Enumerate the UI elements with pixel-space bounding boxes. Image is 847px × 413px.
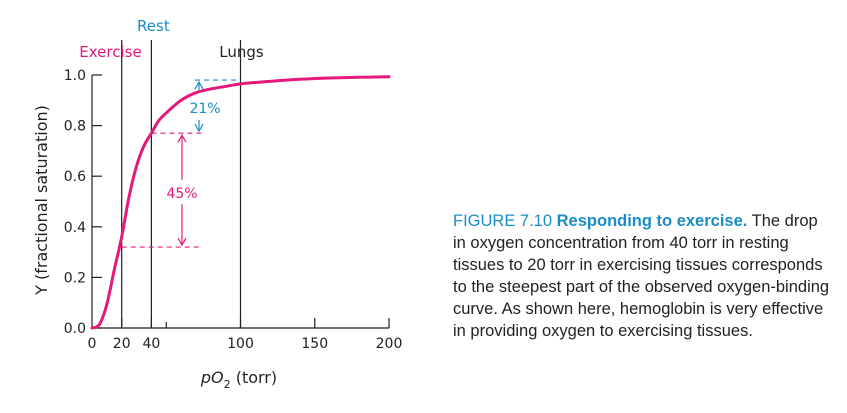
oxygen-binding-chart: 0.0 0.2 0.4 0.6 0.8 1.0 0 20 40 100 150 200 Exercis…	[32, 17, 403, 391]
y-tick-label: 0.4	[64, 220, 86, 236]
x-tick-label: 20	[113, 336, 131, 352]
figure-caption: FIGURE 7.10 Responding to exercise. The …	[453, 210, 833, 342]
marker-label-rest: Rest	[137, 17, 170, 35]
y-tick-label: 0.6	[64, 169, 86, 185]
x-tick-label: 150	[301, 336, 328, 352]
x-axis-title: pO2 (torr)	[200, 368, 277, 391]
figure-number: FIGURE 7.10	[453, 212, 553, 230]
arrow-21-head-down	[194, 123, 204, 133]
marker-label-exercise: Exercise	[79, 43, 141, 61]
figure-caption-body: The drop in oxygen concentration from 40…	[453, 212, 830, 340]
chart-series	[90, 75, 391, 330]
oxygen-binding-curve	[90, 75, 391, 330]
annotation-45-percent: 45%	[166, 186, 197, 202]
x-axis-title-unit: (torr)	[231, 368, 278, 387]
arrow-21-head-up	[194, 80, 204, 90]
y-tick-label: 0.0	[64, 321, 86, 337]
x-tick-label: 0	[88, 336, 97, 352]
x-tick-label: 40	[142, 336, 160, 352]
x-tick-label: 200	[376, 336, 403, 352]
chart-axes: 0.0 0.2 0.4 0.6 0.8 1.0 0 20 40 100 150 200	[64, 68, 403, 352]
annotation-21-percent: 21%	[189, 101, 220, 117]
arrow-45-head-up	[177, 133, 187, 143]
y-tick-label: 0.2	[64, 270, 86, 286]
chart-guides	[121, 40, 242, 328]
arrow-45-head-down	[177, 237, 187, 247]
chart-labels: Exercise Rest Lungs 45% 21%	[79, 17, 264, 202]
x-axis-title-main: pO	[200, 368, 224, 387]
x-tick-label: 100	[227, 336, 254, 352]
marker-label-lungs: Lungs	[219, 43, 264, 61]
x-axis-title-sub: 2	[224, 378, 231, 391]
y-tick-label: 0.8	[64, 119, 86, 135]
y-tick-label: 1.0	[64, 68, 86, 84]
y-axis-title: Y (fractional saturation)	[32, 105, 51, 296]
figure-title: Responding to exercise.	[556, 212, 748, 230]
